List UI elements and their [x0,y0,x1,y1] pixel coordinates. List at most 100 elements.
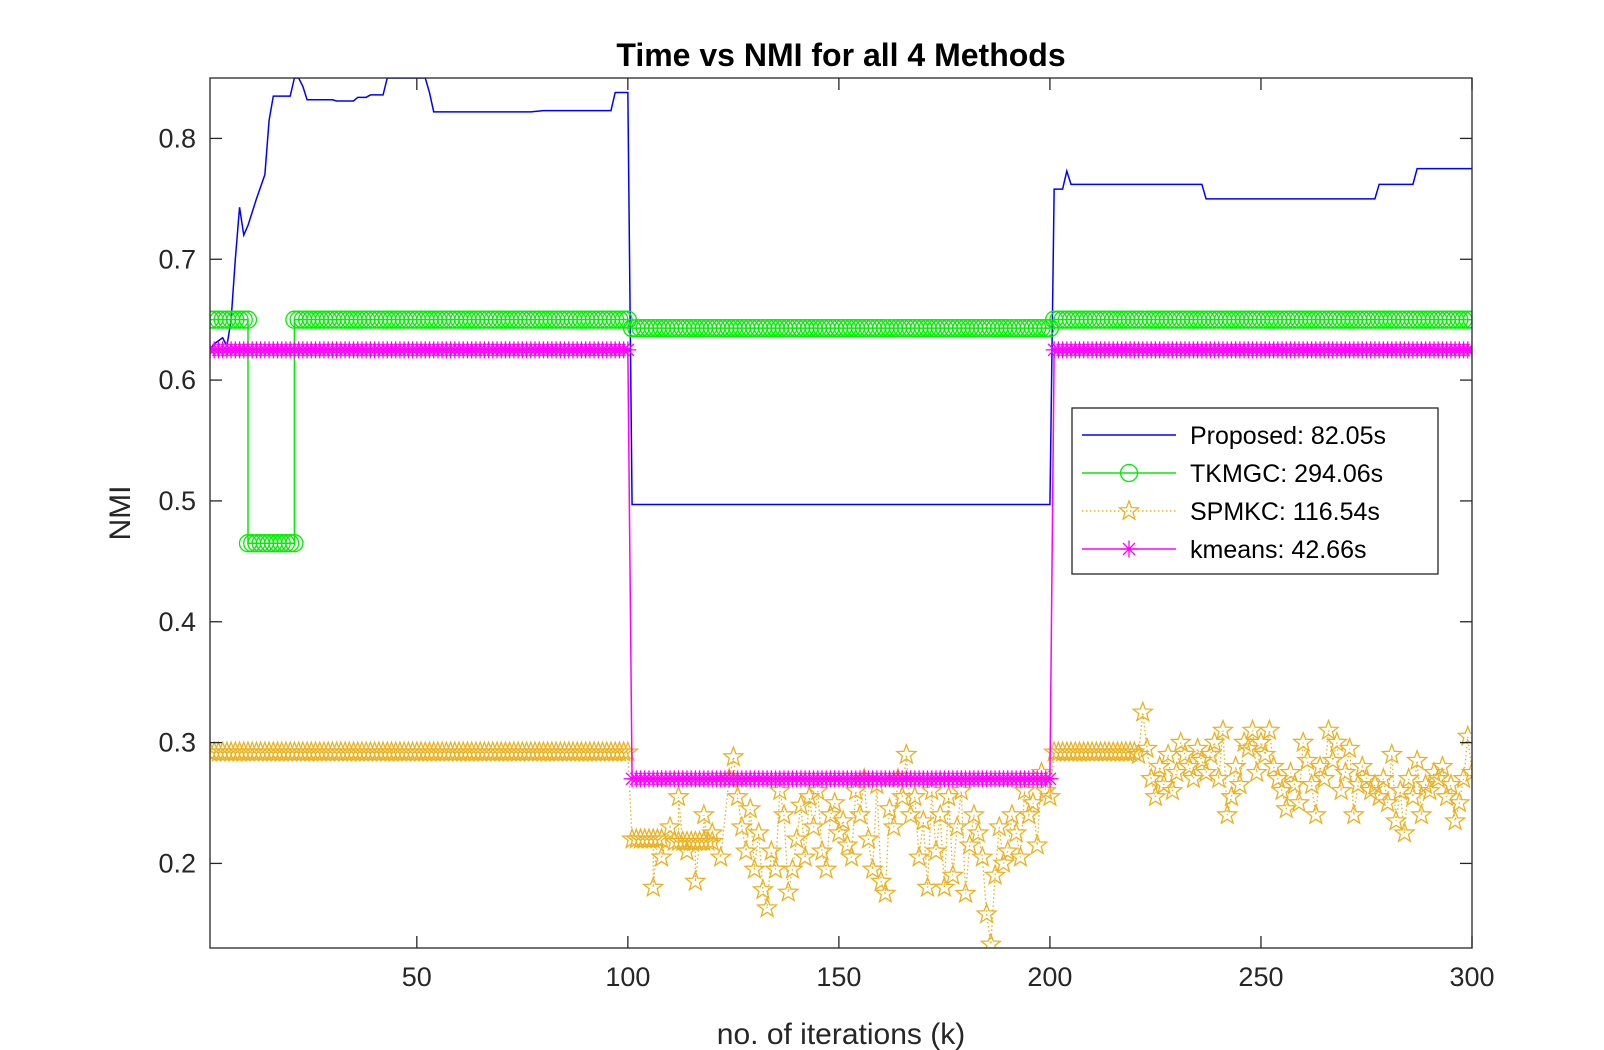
chart-title: Time vs NMI for all 4 Methods [616,37,1065,73]
data-point [810,839,834,861]
data-point [1165,760,1188,783]
data-point [1342,803,1366,825]
data-point [1426,766,1450,789]
data-point [912,809,935,831]
y-tick-label: 0.8 [158,123,196,153]
data-point [1372,766,1395,789]
data-point [920,779,944,801]
data-point [975,902,998,924]
data-point [874,881,897,904]
legend-marker [1120,540,1138,558]
data-point [1009,845,1032,867]
data-point [1139,766,1163,789]
data-point [1401,785,1425,807]
data-point [1025,833,1049,855]
y-axis-label: NMI [104,486,137,541]
data-point [1435,785,1458,807]
data-point [1431,754,1454,777]
data-point [755,896,779,918]
data-point [272,534,291,553]
data-point [1350,754,1374,777]
data-point [751,878,775,900]
data-point [1448,791,1471,813]
data-point [1032,318,1051,338]
data-point [1245,760,1269,783]
data-point [996,839,1019,861]
data-point [1393,821,1416,843]
data-point [1199,742,1222,765]
data-point [1376,791,1399,813]
data-point [743,857,766,880]
y-tick-label: 0.3 [158,728,196,758]
data-point [1456,724,1472,747]
data-point [848,803,872,825]
data-point [238,310,258,329]
data-point [1228,773,1252,795]
data-point [1388,779,1412,801]
data-point [857,827,880,849]
data-point [966,821,990,843]
data-point [1194,760,1218,783]
data-point [1397,766,1420,789]
data-point [619,341,637,359]
x-tick-label: 200 [1027,962,1072,992]
data-point [700,829,724,852]
data-point [1034,779,1057,801]
data-point [1190,748,1214,771]
data-point [667,785,690,807]
data-point [1418,779,1442,801]
data-point [903,785,927,807]
legend-entry-label: Proposed: 82.05s [1190,422,1386,450]
data-point [1304,803,1328,825]
data-point [992,851,1015,874]
data-point [1384,809,1408,831]
data-point [950,779,973,801]
y-tick-label: 0.2 [158,848,196,878]
data-point [226,310,245,329]
data-point [924,839,948,861]
x-tick-label: 150 [816,962,861,992]
data-point [1308,754,1332,777]
series-2 [210,700,1472,948]
data-point [772,803,796,825]
data-point [1177,754,1201,777]
data-point [1460,760,1472,783]
data-point [1038,785,1062,807]
x-axis-label: no. of iterations (k) [717,1018,965,1050]
data-point [1439,773,1463,795]
data-point [1291,730,1315,753]
legend-entry-label: TKMGC: 294.06s [1190,460,1383,488]
data-point [276,534,296,553]
legend-entry-label: SPMKC: 116.54s [1190,498,1380,526]
axes-box [209,77,1473,949]
data-point [1127,742,1150,765]
data-point [941,863,965,886]
data-point [819,803,842,825]
data-point [823,791,846,813]
data-point [1021,791,1045,813]
data-point [641,875,665,898]
series-0 [210,78,1472,506]
data-point [760,839,783,861]
data-point [722,745,745,767]
data-point [1296,748,1319,771]
data-point [945,815,969,837]
data-point [971,845,994,867]
data-point [1454,310,1472,329]
data-point [928,803,952,825]
data-point [1253,742,1277,765]
data-point [1203,730,1226,753]
data-point [747,821,770,843]
data-point [793,845,817,867]
data-point [1013,779,1036,801]
data-point [785,827,808,849]
data-point [895,742,918,765]
data-point [954,881,977,904]
data-point [1258,718,1281,741]
data-point [768,779,792,801]
data-point [650,827,673,849]
data-point [1028,318,1047,338]
data-point [827,821,851,843]
data-point [1414,773,1437,795]
data-point [798,785,821,807]
